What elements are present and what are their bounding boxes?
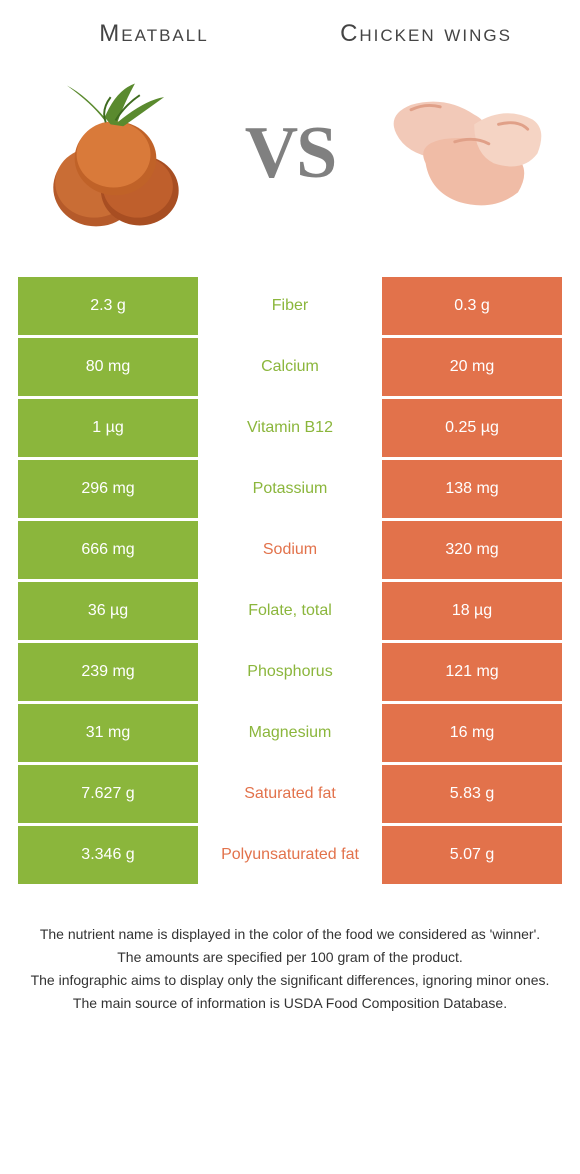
nutrient-label: Sodium <box>198 521 382 579</box>
table-row: 7.627 gSaturated fat5.83 g <box>18 765 562 823</box>
footer-notes: The nutrient name is displayed in the co… <box>18 924 562 1014</box>
left-food-title: Meatball <box>18 20 290 49</box>
left-value: 31 mg <box>18 704 198 762</box>
right-value: 138 mg <box>382 460 562 518</box>
left-value: 239 mg <box>18 643 198 701</box>
left-value: 666 mg <box>18 521 198 579</box>
right-value: 121 mg <box>382 643 562 701</box>
table-row: 36 µgFolate, total18 µg <box>18 582 562 640</box>
left-value: 296 mg <box>18 460 198 518</box>
footer-line: The amounts are specified per 100 gram o… <box>28 947 552 968</box>
nutrient-label: Fiber <box>198 277 382 335</box>
right-value: 0.25 µg <box>382 399 562 457</box>
footer-line: The main source of information is USDA F… <box>28 993 552 1014</box>
left-value: 3.346 g <box>18 826 198 884</box>
header: Meatball Chicken wings <box>18 20 562 49</box>
right-value: 5.07 g <box>382 826 562 884</box>
right-value: 320 mg <box>382 521 562 579</box>
nutrient-label: Vitamin B12 <box>198 399 382 457</box>
right-value: 18 µg <box>382 582 562 640</box>
nutrient-label: Polyunsaturated fat <box>198 826 382 884</box>
right-value: 0.3 g <box>382 277 562 335</box>
right-value: 5.83 g <box>382 765 562 823</box>
table-row: 296 mgPotassium138 mg <box>18 460 562 518</box>
nutrient-label: Calcium <box>198 338 382 396</box>
table-row: 239 mgPhosphorus121 mg <box>18 643 562 701</box>
table-row: 2.3 gFiber0.3 g <box>18 277 562 335</box>
nutrient-label: Saturated fat <box>198 765 382 823</box>
left-value: 2.3 g <box>18 277 198 335</box>
nutrient-label: Potassium <box>198 460 382 518</box>
left-value: 1 µg <box>18 399 198 457</box>
hero-row: VS <box>18 59 562 249</box>
nutrient-table: 2.3 gFiber0.3 g80 mgCalcium20 mg1 µgVita… <box>18 277 562 884</box>
left-value: 7.627 g <box>18 765 198 823</box>
meatball-image <box>18 66 213 241</box>
footer-line: The infographic aims to display only the… <box>28 970 552 991</box>
table-row: 31 mgMagnesium16 mg <box>18 704 562 762</box>
nutrient-label: Folate, total <box>198 582 382 640</box>
table-row: 3.346 gPolyunsaturated fat5.07 g <box>18 826 562 884</box>
left-value: 80 mg <box>18 338 198 396</box>
chicken-wings-image <box>367 66 562 241</box>
right-value: 20 mg <box>382 338 562 396</box>
vs-label: VS <box>245 111 336 196</box>
table-row: 80 mgCalcium20 mg <box>18 338 562 396</box>
nutrient-label: Magnesium <box>198 704 382 762</box>
left-value: 36 µg <box>18 582 198 640</box>
right-food-title: Chicken wings <box>290 20 562 49</box>
right-value: 16 mg <box>382 704 562 762</box>
table-row: 1 µgVitamin B120.25 µg <box>18 399 562 457</box>
nutrient-label: Phosphorus <box>198 643 382 701</box>
table-row: 666 mgSodium320 mg <box>18 521 562 579</box>
footer-line: The nutrient name is displayed in the co… <box>28 924 552 945</box>
